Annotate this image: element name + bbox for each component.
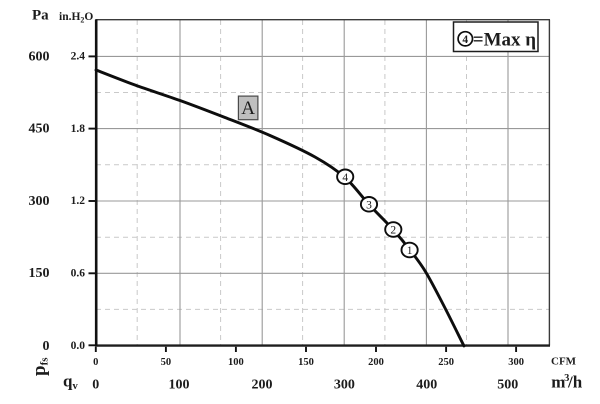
svg-text:300: 300 <box>334 378 355 393</box>
svg-text:1.8: 1.8 <box>71 123 86 135</box>
svg-text:Pa: Pa <box>32 8 49 24</box>
svg-text:50: 50 <box>161 357 172 368</box>
svg-text:0: 0 <box>93 357 98 368</box>
svg-text:A: A <box>241 98 255 119</box>
svg-text:4: 4 <box>462 34 468 46</box>
svg-text:400: 400 <box>416 378 437 393</box>
svg-text:0: 0 <box>92 378 99 393</box>
svg-text:=Max η: =Max η <box>473 29 536 50</box>
svg-text:200: 200 <box>368 357 384 368</box>
svg-text:1: 1 <box>407 245 413 257</box>
svg-text:500: 500 <box>497 378 518 393</box>
svg-text:0: 0 <box>43 339 50 354</box>
svg-text:250: 250 <box>438 357 454 368</box>
svg-text:450: 450 <box>29 122 50 137</box>
svg-text:100: 100 <box>228 357 244 368</box>
svg-text:0.6: 0.6 <box>71 268 86 280</box>
svg-text:m3/h: m3/h <box>551 373 583 392</box>
svg-text:3: 3 <box>366 200 372 212</box>
svg-text:2.4: 2.4 <box>71 51 86 63</box>
svg-text:0.0: 0.0 <box>71 340 86 352</box>
svg-text:CFM: CFM <box>551 355 577 367</box>
svg-text:600: 600 <box>29 49 50 64</box>
svg-text:2: 2 <box>390 225 396 237</box>
svg-text:in.H2O: in.H2O <box>59 11 93 25</box>
svg-text:1.2: 1.2 <box>71 195 86 207</box>
svg-text:150: 150 <box>298 357 314 368</box>
svg-text:100: 100 <box>169 378 190 393</box>
svg-text:300: 300 <box>508 357 524 368</box>
svg-text:150: 150 <box>29 266 50 281</box>
svg-text:300: 300 <box>29 194 50 209</box>
svg-text:200: 200 <box>252 378 273 393</box>
svg-text:4: 4 <box>342 172 348 184</box>
